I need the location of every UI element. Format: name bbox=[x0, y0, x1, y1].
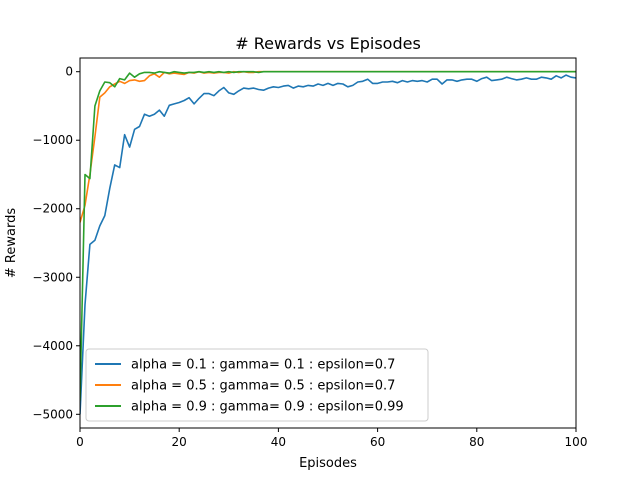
x-tick-label: 80 bbox=[469, 435, 484, 449]
x-axis-label: Episodes bbox=[299, 456, 357, 471]
y-tick-label: −1000 bbox=[32, 133, 73, 147]
chart-title: # Rewards vs Episodes bbox=[235, 34, 421, 53]
legend-label-3: alpha = 0.9 : gamma= 0.9 : epsilon=0.99 bbox=[131, 400, 404, 415]
legend-label-2: alpha = 0.5 : gamma= 0.5 : epsilon=0.7 bbox=[131, 379, 395, 394]
legend: alpha = 0.1 : gamma= 0.1 : epsilon=0.7 al… bbox=[85, 348, 429, 422]
y-tick-label: −5000 bbox=[32, 407, 73, 421]
legend-label-1: alpha = 0.1 : gamma= 0.1 : epsilon=0.7 bbox=[131, 358, 395, 373]
x-tick-label: 40 bbox=[271, 435, 286, 449]
y-tick-label: 0 bbox=[65, 65, 73, 79]
series-line-1 bbox=[80, 74, 576, 415]
x-axis-ticks: 0 20 40 60 80 100 bbox=[76, 428, 587, 449]
y-tick-label: −4000 bbox=[32, 339, 73, 353]
legend-box bbox=[85, 348, 429, 422]
x-tick-label: 60 bbox=[370, 435, 385, 449]
y-tick-label: −3000 bbox=[32, 270, 73, 284]
plot-area bbox=[80, 70, 576, 415]
x-tick-label: 0 bbox=[76, 435, 84, 449]
y-tick-label: −2000 bbox=[32, 202, 73, 216]
plot-frame bbox=[79, 57, 577, 429]
x-tick-label: 100 bbox=[565, 435, 588, 449]
x-tick-label: 20 bbox=[172, 435, 187, 449]
y-axis-label: # Rewards bbox=[4, 208, 19, 278]
y-axis-ticks: −5000 −4000 −3000 −2000 −1000 0 bbox=[32, 65, 80, 421]
series-line-3 bbox=[80, 70, 576, 401]
